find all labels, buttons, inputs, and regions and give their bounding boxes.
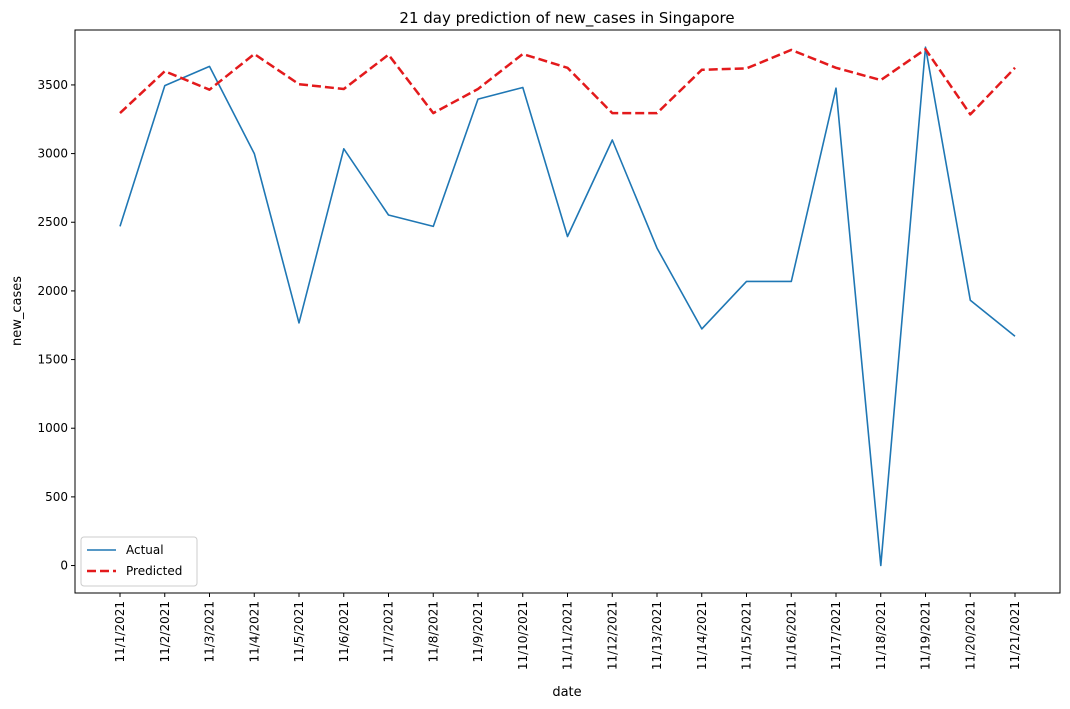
x-tick-label: 11/8/2021: [426, 601, 440, 663]
plot-area: [74, 29, 1061, 594]
x-tick-label: 11/6/2021: [337, 601, 351, 663]
x-tick-label: 11/1/2021: [113, 601, 127, 663]
y-axis-label: new_cases: [10, 276, 25, 346]
x-axis: 11/1/2021 11/2/2021 11/3/2021 11/4/2021 11/5…: [113, 593, 1022, 670]
chart-title: 21 day prediction of new_cases in Singap…: [399, 9, 734, 28]
x-tick-label: 11/10/2021: [516, 601, 530, 670]
legend-label-predicted: Predicted: [126, 564, 182, 578]
x-tick-label: 11/2/2021: [158, 601, 172, 663]
x-tick-label: 11/16/2021: [784, 601, 798, 670]
x-tick-label: 11/12/2021: [605, 601, 619, 670]
y-tick-label: 3500: [37, 78, 68, 92]
y-axis: 0 500 1000 1500 2000 2500 3000 3500: [37, 78, 75, 573]
x-tick-label: 11/11/2021: [561, 601, 575, 670]
y-tick-label: 1500: [37, 353, 68, 367]
x-tick-label: 11/21/2021: [1008, 601, 1022, 670]
x-tick-label: 11/9/2021: [471, 601, 485, 663]
x-tick-label: 11/4/2021: [247, 601, 261, 663]
legend: Actual Predicted: [80, 536, 198, 587]
y-tick-label: 500: [45, 490, 68, 504]
legend-label-actual: Actual: [126, 543, 164, 557]
y-tick-label: 0: [60, 559, 68, 573]
series-line-actual: [119, 46, 1016, 567]
x-tick-label: 11/18/2021: [874, 601, 888, 670]
x-tick-label: 11/19/2021: [919, 601, 933, 670]
y-tick-label: 1000: [37, 421, 68, 435]
y-tick-label: 2500: [37, 215, 68, 229]
x-tick-label: 11/5/2021: [292, 601, 306, 663]
y-tick-label: 2000: [37, 284, 68, 298]
x-tick-label: 11/20/2021: [963, 601, 977, 670]
x-tick-label: 11/3/2021: [203, 601, 217, 663]
x-tick-label: 11/7/2021: [382, 601, 396, 663]
series-layer: [119, 46, 1016, 567]
y-tick-label: 3000: [37, 147, 68, 161]
x-tick-label: 11/15/2021: [740, 601, 754, 670]
x-tick-label: 11/17/2021: [829, 601, 843, 670]
x-axis-label: date: [552, 685, 581, 700]
x-tick-label: 11/14/2021: [695, 601, 709, 670]
x-tick-label: 11/13/2021: [650, 601, 664, 670]
series-line-predicted: [119, 47, 1016, 116]
